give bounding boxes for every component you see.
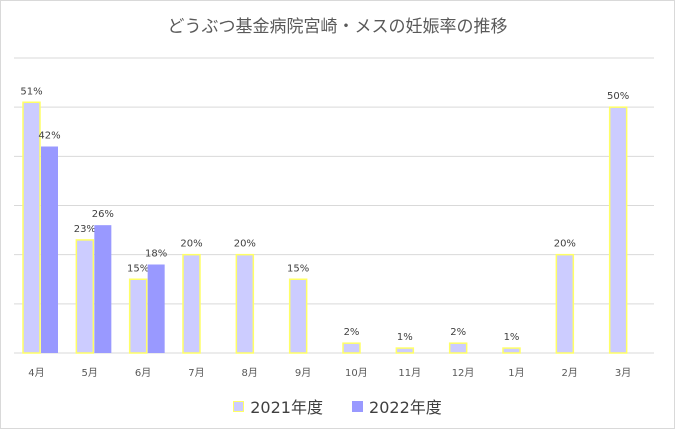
data-label-2022-2: 26% [92, 209, 114, 220]
data-label-2021-4: 20% [180, 239, 202, 250]
x-tick-label-1: 4月 [28, 367, 44, 379]
x-tick-label-2: 5月 [82, 367, 98, 379]
bar-2021-12 [608, 106, 628, 354]
data-label-2021-10: 1% [504, 332, 520, 343]
data-label-2021-11: 20% [554, 239, 576, 250]
data-label-2021-1: 51% [20, 86, 42, 97]
data-label-2021-3: 15% [127, 263, 149, 274]
bar-2021-9 [448, 342, 468, 354]
x-tick-label-7: 10月 [345, 367, 368, 379]
bar-2021-10 [502, 347, 521, 354]
data-label-2022-3: 18% [145, 249, 167, 260]
x-tick-label-11: 2月 [562, 367, 578, 379]
data-label-2022-1: 42% [38, 131, 60, 142]
bar-2022-1 [41, 146, 58, 353]
bar-2021-2 [75, 239, 95, 354]
legend: 2021年度 2022年度 [0, 394, 675, 418]
x-tick-label-6: 9月 [295, 367, 311, 379]
bar-2021-3 [128, 278, 148, 354]
data-label-2021-12: 50% [607, 91, 629, 102]
bar-2021-5 [235, 253, 255, 354]
bar-2021-6 [288, 278, 308, 354]
x-tick-label-5: 8月 [242, 367, 258, 379]
x-tick-label-12: 3月 [615, 367, 631, 379]
bar-2022-2 [94, 225, 112, 353]
x-tick-label-4: 7月 [188, 367, 204, 379]
x-tick-label-9: 12月 [452, 367, 475, 379]
legend-swatch-2022 [352, 400, 364, 412]
bar-2021-7 [342, 342, 361, 354]
bar-2022-3 [147, 264, 165, 353]
legend-item-2021: 2021年度 [233, 394, 323, 418]
data-label-2021-2: 23% [74, 224, 96, 235]
data-label-2021-5: 20% [234, 239, 256, 250]
data-label-2021-9: 2% [450, 327, 466, 338]
bar-2021-4 [182, 253, 201, 354]
legend-item-2022: 2022年度 [352, 394, 442, 418]
data-label-2021-6: 15% [287, 263, 309, 274]
x-tick-label-3: 6月 [135, 367, 151, 379]
legend-swatch-2021 [233, 400, 245, 412]
bar-2021-11 [555, 253, 575, 354]
x-tick-label-8: 11月 [398, 367, 421, 379]
legend-label-2021: 2021年度 [250, 398, 323, 417]
bar-2021-8 [395, 347, 415, 354]
x-tick-label-10: 1月 [508, 367, 524, 379]
chart-title: どうぶつ基金病院宮崎・メスの妊娠率の推移 [167, 17, 508, 37]
legend-label-2022: 2022年度 [369, 398, 442, 417]
data-label-2021-8: 1% [397, 332, 413, 343]
data-label-2021-7: 2% [344, 327, 360, 338]
bar-2021-1 [22, 101, 41, 354]
